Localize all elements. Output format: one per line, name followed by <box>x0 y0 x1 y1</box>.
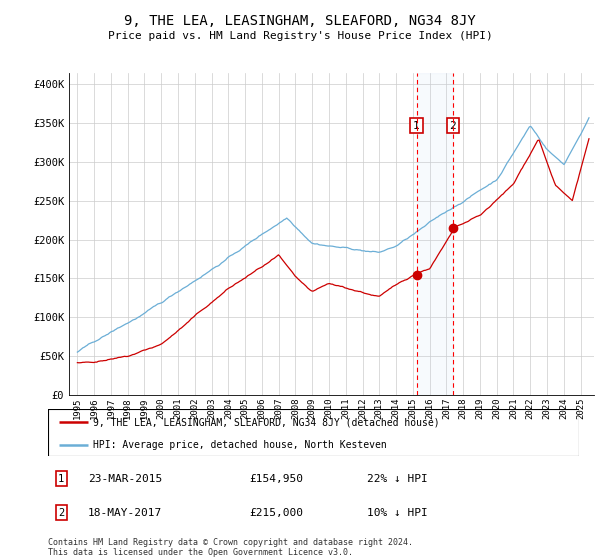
Text: 1: 1 <box>58 474 64 483</box>
Text: Contains HM Land Registry data © Crown copyright and database right 2024.
This d: Contains HM Land Registry data © Crown c… <box>48 538 413 557</box>
Text: 10% ↓ HPI: 10% ↓ HPI <box>367 508 427 518</box>
Text: Price paid vs. HM Land Registry's House Price Index (HPI): Price paid vs. HM Land Registry's House … <box>107 31 493 41</box>
Text: £215,000: £215,000 <box>250 508 304 518</box>
Text: 2: 2 <box>449 120 456 130</box>
Text: 1: 1 <box>413 120 420 130</box>
Text: 22% ↓ HPI: 22% ↓ HPI <box>367 474 427 483</box>
Bar <box>416 73 453 395</box>
Text: 23-MAR-2015: 23-MAR-2015 <box>88 474 162 483</box>
Text: 18-MAY-2017: 18-MAY-2017 <box>88 508 162 518</box>
Text: 9, THE LEA, LEASINGHAM, SLEAFORD, NG34 8JY (detached house): 9, THE LEA, LEASINGHAM, SLEAFORD, NG34 8… <box>93 417 440 427</box>
Text: HPI: Average price, detached house, North Kesteven: HPI: Average price, detached house, Nort… <box>93 440 387 450</box>
Text: 2: 2 <box>58 508 64 518</box>
Text: 9, THE LEA, LEASINGHAM, SLEAFORD, NG34 8JY: 9, THE LEA, LEASINGHAM, SLEAFORD, NG34 8… <box>124 14 476 28</box>
Text: £154,950: £154,950 <box>250 474 304 483</box>
